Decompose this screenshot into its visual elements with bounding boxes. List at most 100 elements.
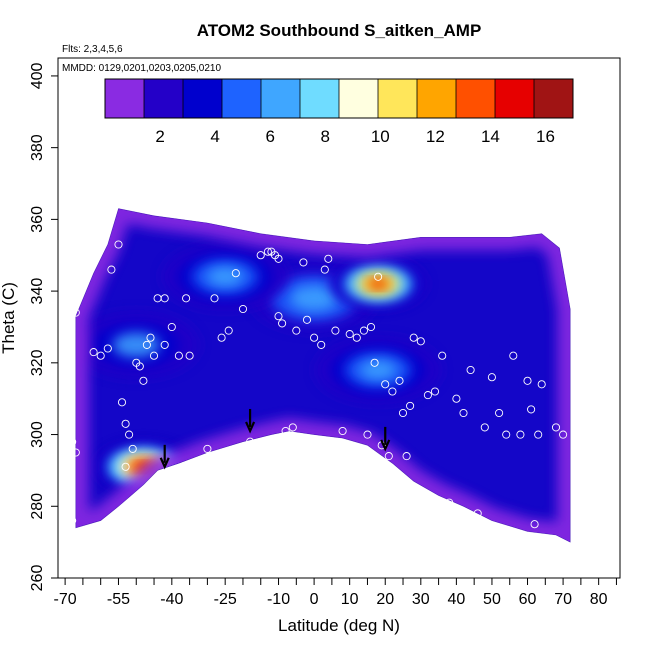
sample-point: [278, 319, 287, 328]
sample-point: [406, 401, 415, 410]
flights-note: Flts: 2,3,4,5,6: [62, 44, 123, 55]
sample-point: [509, 351, 518, 360]
colorbar-tick-label: 16: [536, 127, 555, 146]
hotspot-ring: [360, 360, 397, 380]
sample-point: [438, 351, 447, 360]
hotspot-2: [162, 243, 289, 310]
sample-point: [203, 444, 212, 453]
sample-point: [423, 391, 432, 400]
sample-point: [559, 430, 568, 439]
sample-point: [217, 333, 226, 342]
field-outline: [75, 208, 571, 543]
sample-point: [366, 322, 376, 332]
tropopause-arrow: [159, 444, 170, 470]
sample-point: [548, 229, 557, 238]
y-tick-label: 380: [29, 134, 46, 161]
sample-point: [384, 452, 393, 461]
sample-point: [71, 448, 80, 457]
sample-point: [121, 419, 130, 428]
sample-point: [146, 333, 155, 342]
x-axis-label: Latitude (deg N): [278, 616, 400, 635]
hotspot-3: [315, 337, 442, 403]
x-tick-label: 60: [519, 591, 537, 608]
sample-point: [256, 251, 265, 260]
sample-point: [331, 326, 340, 335]
colorbar-tick-label: 12: [426, 127, 445, 146]
x-tick-label: 80: [590, 591, 608, 608]
sample-point: [96, 351, 105, 360]
colorbar-tick-label: 8: [321, 127, 330, 146]
sample-point: [117, 398, 127, 407]
colorbar-cell: [456, 79, 496, 118]
x-tick-label: -25: [214, 591, 237, 608]
sample-point: [409, 333, 418, 342]
sample-point: [495, 408, 504, 418]
plot-frame: [57, 57, 621, 579]
sample-point: [246, 437, 255, 446]
sample-point: [502, 430, 511, 439]
colorbar-cell: [261, 79, 301, 118]
x-tick-label: -40: [160, 591, 183, 608]
sample-point: [121, 462, 130, 471]
colorbar-cell: [495, 79, 535, 118]
sample-point: [292, 326, 301, 335]
tropopause-arrow: [245, 408, 256, 434]
sample-point: [182, 294, 191, 303]
sample-point: [210, 294, 219, 303]
sample-point: [160, 340, 169, 349]
sample-point: [430, 387, 440, 396]
sample-point: [324, 254, 333, 263]
sample-point: [238, 304, 248, 314]
sample-point: [381, 380, 390, 389]
sample-point: [71, 308, 80, 317]
colorbar-tick-label: 10: [371, 127, 390, 146]
arrow-head: [380, 439, 391, 452]
sample-point: [149, 351, 159, 360]
sample-point: [534, 430, 543, 439]
sample-point: [281, 426, 290, 436]
sample-point: [142, 340, 151, 349]
sample-point: [398, 408, 408, 418]
sample-point: [224, 326, 233, 335]
sample-point: [374, 272, 383, 281]
hotspot-ring: [290, 285, 338, 311]
sample-point: [189, 473, 198, 482]
tropopause-arrow: [380, 426, 391, 452]
sample-point: [185, 351, 194, 360]
chart-title: ATOM2 Southbound S_aitken_AMP: [197, 21, 482, 40]
x-tick-label: -10: [267, 591, 290, 608]
sample-point: [445, 498, 454, 507]
sample-point: [68, 437, 77, 446]
sample-point: [263, 247, 272, 256]
x-tick-label: -55: [107, 591, 130, 608]
sample-point: [174, 351, 183, 360]
sample-point: [125, 430, 134, 439]
y-tick-label: 260: [29, 565, 46, 592]
sample-point: [530, 520, 539, 529]
sample-point: [338, 426, 347, 436]
colorbar-cell: [534, 79, 574, 118]
colorbar-cell: [222, 79, 262, 118]
x-tick-label: 40: [447, 591, 465, 608]
x-tick-label: -70: [54, 591, 77, 608]
colorbar-tick-label: 14: [481, 127, 500, 146]
colorbar-cell: [105, 79, 145, 118]
sample-point: [516, 430, 525, 439]
sample-point: [167, 322, 176, 332]
x-tick-label: 0: [310, 591, 319, 608]
x-tick-label: 30: [412, 591, 430, 608]
y-tick-label: 300: [29, 421, 46, 448]
sample-point: [68, 297, 77, 306]
sample-point: [302, 315, 312, 324]
hotspot-ring: [112, 332, 160, 358]
sample-point: [160, 294, 169, 303]
sample-point: [487, 373, 496, 382]
sample-point: [402, 452, 411, 461]
sample-point: [64, 322, 73, 332]
sample-point: [480, 423, 489, 432]
sample-point: [135, 362, 144, 371]
colorbar-cell: [378, 79, 418, 118]
sample-point: [274, 254, 283, 263]
sample-point: [395, 376, 404, 385]
colorbar-cell: [183, 79, 223, 118]
